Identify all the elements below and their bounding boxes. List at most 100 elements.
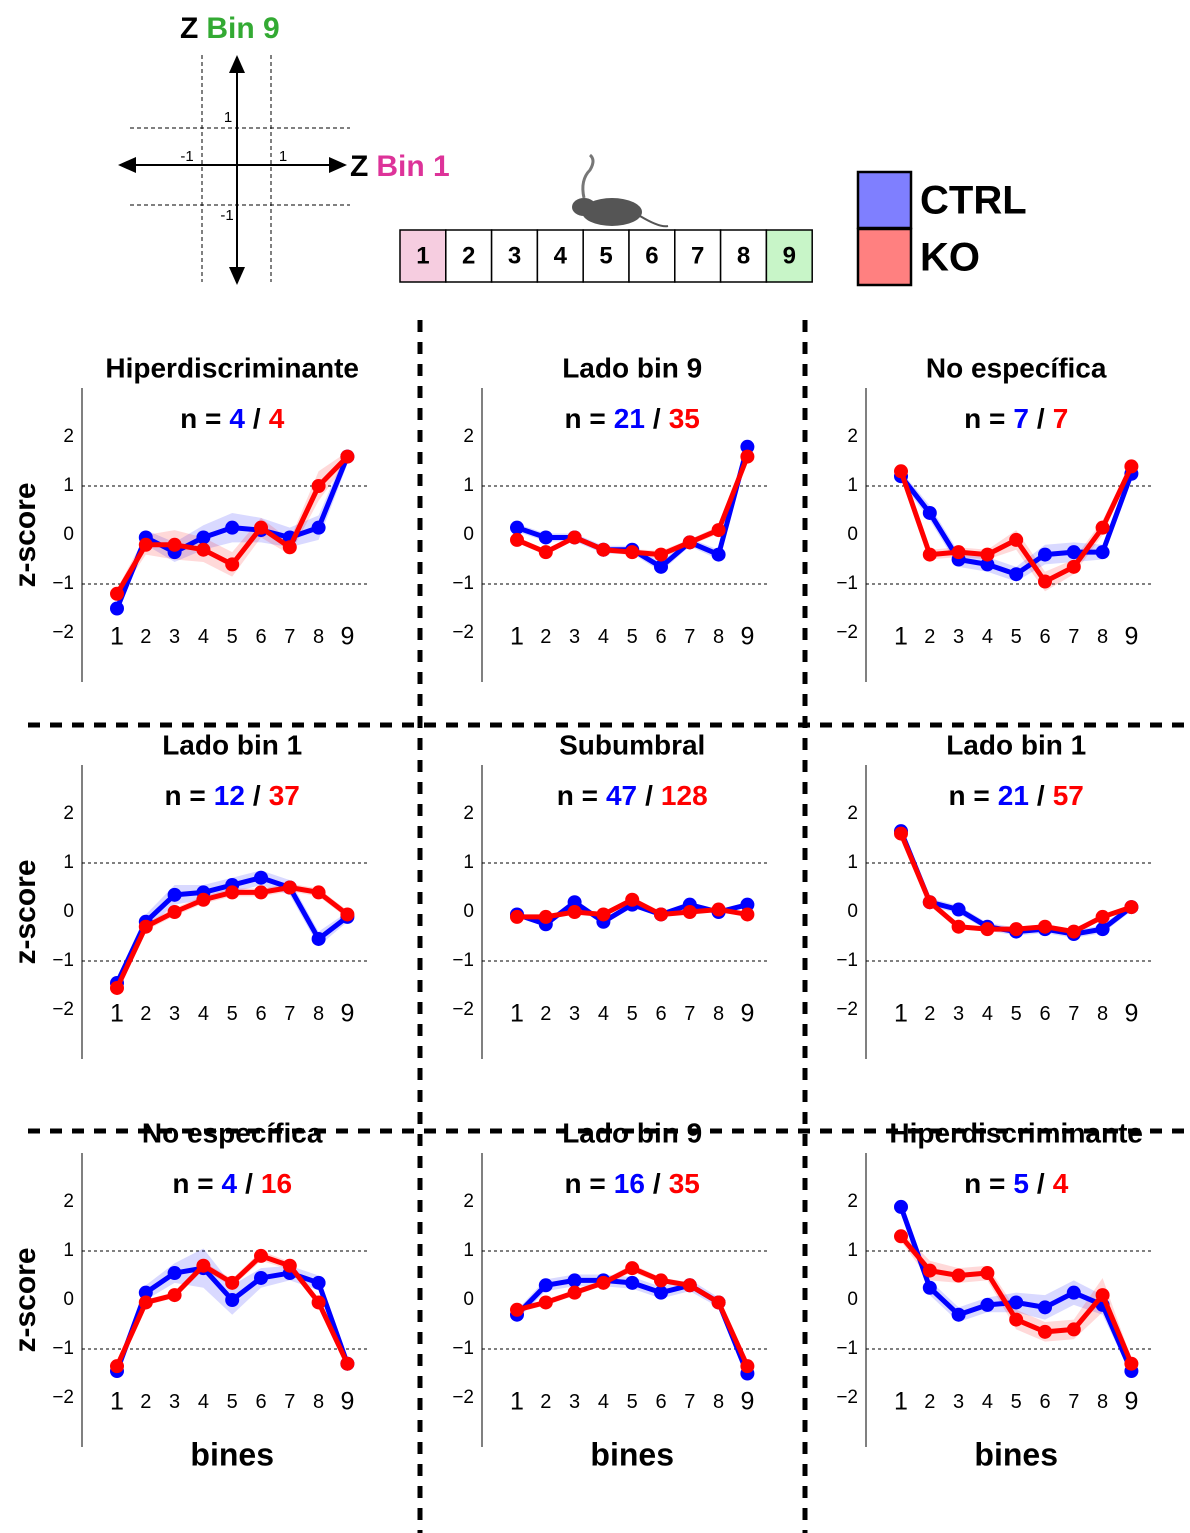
track-label: 4 <box>554 242 568 269</box>
x-tick-label: 3 <box>953 1003 964 1025</box>
x-tick-label: 1 <box>510 1388 524 1416</box>
x-tick-label: 5 <box>227 1391 238 1413</box>
x-axis-label: bines <box>190 1436 274 1472</box>
y-tick-label: −2 <box>836 622 858 643</box>
y-tick-label: 0 <box>63 1289 74 1310</box>
point <box>225 1275 240 1290</box>
z: Z <box>180 12 198 45</box>
chart-title: Hiperdiscriminante <box>889 1117 1143 1148</box>
n-label: n = 16 / 35 <box>565 1168 700 1199</box>
point <box>538 530 553 545</box>
track-cell <box>399 229 447 283</box>
n-prefix: n = <box>557 780 598 811</box>
point <box>1095 909 1110 924</box>
y-tick-label: −1 <box>52 573 74 594</box>
x-tick-label: 7 <box>684 1003 695 1025</box>
point <box>654 1285 668 1300</box>
point <box>1009 1312 1024 1327</box>
point <box>980 557 995 572</box>
point <box>110 1359 124 1374</box>
point <box>110 980 124 995</box>
track-cell <box>445 229 493 283</box>
point <box>110 601 124 616</box>
point <box>254 1248 268 1263</box>
x-tick-label: 6 <box>655 626 666 648</box>
point <box>167 905 182 919</box>
point <box>282 880 297 895</box>
point <box>1038 547 1052 562</box>
y-tick-label: 0 <box>63 901 74 922</box>
n-count: 47 <box>606 780 637 811</box>
point <box>922 895 937 910</box>
y-tick-label: 0 <box>463 901 474 922</box>
cable <box>581 153 595 199</box>
track-cell <box>765 229 813 283</box>
point <box>740 897 755 912</box>
y-tick-label: 2 <box>847 1191 858 1212</box>
point <box>980 922 995 937</box>
point <box>625 892 640 907</box>
n-count: 21 <box>998 780 1029 811</box>
x-tick-label: 6 <box>1039 1003 1050 1025</box>
point <box>922 547 937 562</box>
x-tick-label: 2 <box>540 626 551 648</box>
point <box>225 557 240 572</box>
point <box>1124 900 1139 915</box>
point <box>196 530 211 545</box>
y-tick-label: 1 <box>63 1240 74 1261</box>
point <box>196 542 211 557</box>
point <box>894 1229 908 1244</box>
point <box>110 586 124 601</box>
point <box>1124 459 1139 474</box>
point <box>196 892 211 907</box>
error-band <box>901 1202 1132 1376</box>
y-tick-label: 0 <box>463 524 474 545</box>
x-tick-label: 7 <box>284 1003 295 1025</box>
x-tick-label: 5 <box>627 1003 638 1025</box>
point <box>625 1275 640 1290</box>
x-tick-label: 8 <box>713 1003 724 1025</box>
y-tick-label: −2 <box>452 1387 474 1408</box>
x-tick-label: 8 <box>1097 1003 1108 1025</box>
track-label: 5 <box>599 242 612 269</box>
y-tick-label: −2 <box>836 1387 858 1408</box>
x-tick-label: 7 <box>684 626 695 648</box>
y-tick-label: 1 <box>63 475 74 496</box>
track: 1 2 3 4 5 6 7 8 9 <box>399 229 813 283</box>
chart-title: Lado bin 1 <box>162 729 302 760</box>
point <box>538 909 553 924</box>
x-tick-label: 8 <box>713 626 724 648</box>
y-tick-label: −2 <box>836 999 858 1020</box>
point <box>682 535 697 550</box>
point <box>922 505 937 520</box>
track-label: 1 <box>416 242 429 269</box>
x-tick-label: 2 <box>540 1391 551 1413</box>
point <box>894 1199 908 1214</box>
legend: CTRL KO <box>856 170 1027 287</box>
x-tick-label: 3 <box>569 1391 580 1413</box>
point <box>596 542 611 557</box>
x-tick-label: 5 <box>1011 1003 1022 1025</box>
x-tick-label: 1 <box>894 623 908 651</box>
point <box>980 1297 995 1312</box>
track-label: 7 <box>691 242 704 269</box>
y-tick-label: 2 <box>63 426 74 447</box>
n-label: n = 4/ 16 <box>172 1168 292 1199</box>
x-tick-label: 5 <box>227 1003 238 1025</box>
x-tick-label: 1 <box>110 1388 124 1416</box>
x-tick-label: 3 <box>169 1391 180 1413</box>
point <box>538 1295 553 1310</box>
chart-title: Subumbral <box>559 729 705 760</box>
chart-title: No específica <box>142 1117 323 1148</box>
point <box>567 530 582 545</box>
track-cell <box>490 229 539 283</box>
x-tick-label: 1 <box>894 1000 908 1028</box>
n-prefix: n = <box>165 780 206 811</box>
track-label: 3 <box>508 242 521 269</box>
point <box>951 545 966 560</box>
